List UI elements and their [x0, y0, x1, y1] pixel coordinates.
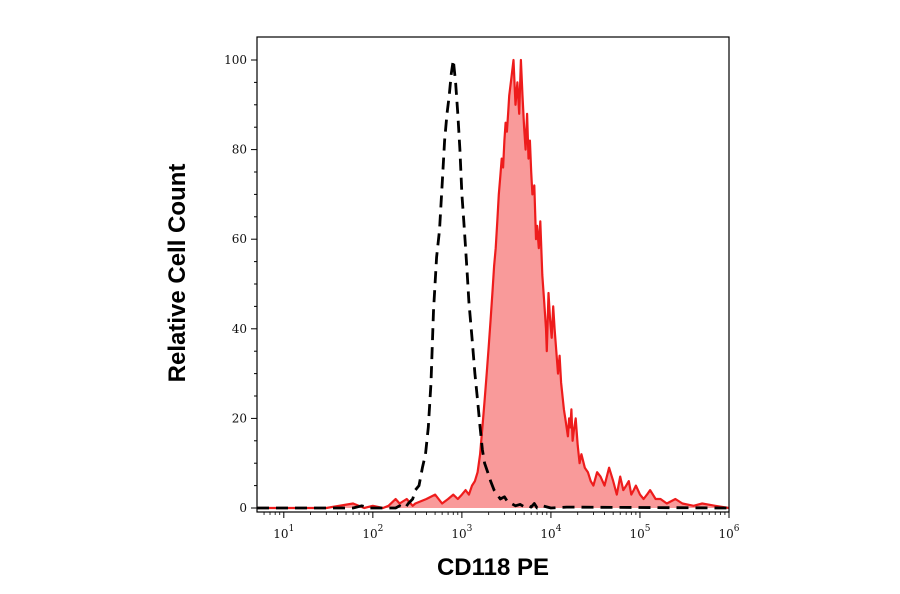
x-axis: 101 102 103 104 105 106	[263, 512, 740, 541]
x-tick-label-4: 104	[540, 524, 561, 541]
series-1-line	[257, 58, 730, 510]
y-tick-label-60: 60	[232, 232, 247, 246]
x-tick-label-6: 106	[718, 524, 739, 541]
series-0-line	[257, 58, 730, 510]
x-tick-label-3: 103	[451, 524, 472, 541]
y-tick-label-80: 80	[232, 143, 247, 157]
x-tick-label-1: 101	[273, 524, 294, 541]
y-axis: 0 20 40 60 80 100	[224, 53, 257, 515]
y-tick-label-100: 100	[224, 53, 247, 67]
x-tick-label-5: 105	[629, 524, 650, 541]
y-tick-label-0: 0	[239, 501, 247, 515]
y-tick-label-20: 20	[232, 411, 247, 425]
plot-frame	[256, 36, 730, 513]
x-axis-title: CD118 PE	[437, 554, 549, 581]
y-axis-title: Relative Cell Count	[164, 164, 191, 383]
series-layer	[257, 58, 730, 510]
y-tick-label-40: 40	[232, 322, 247, 336]
x-tick-label-2: 102	[362, 524, 383, 541]
